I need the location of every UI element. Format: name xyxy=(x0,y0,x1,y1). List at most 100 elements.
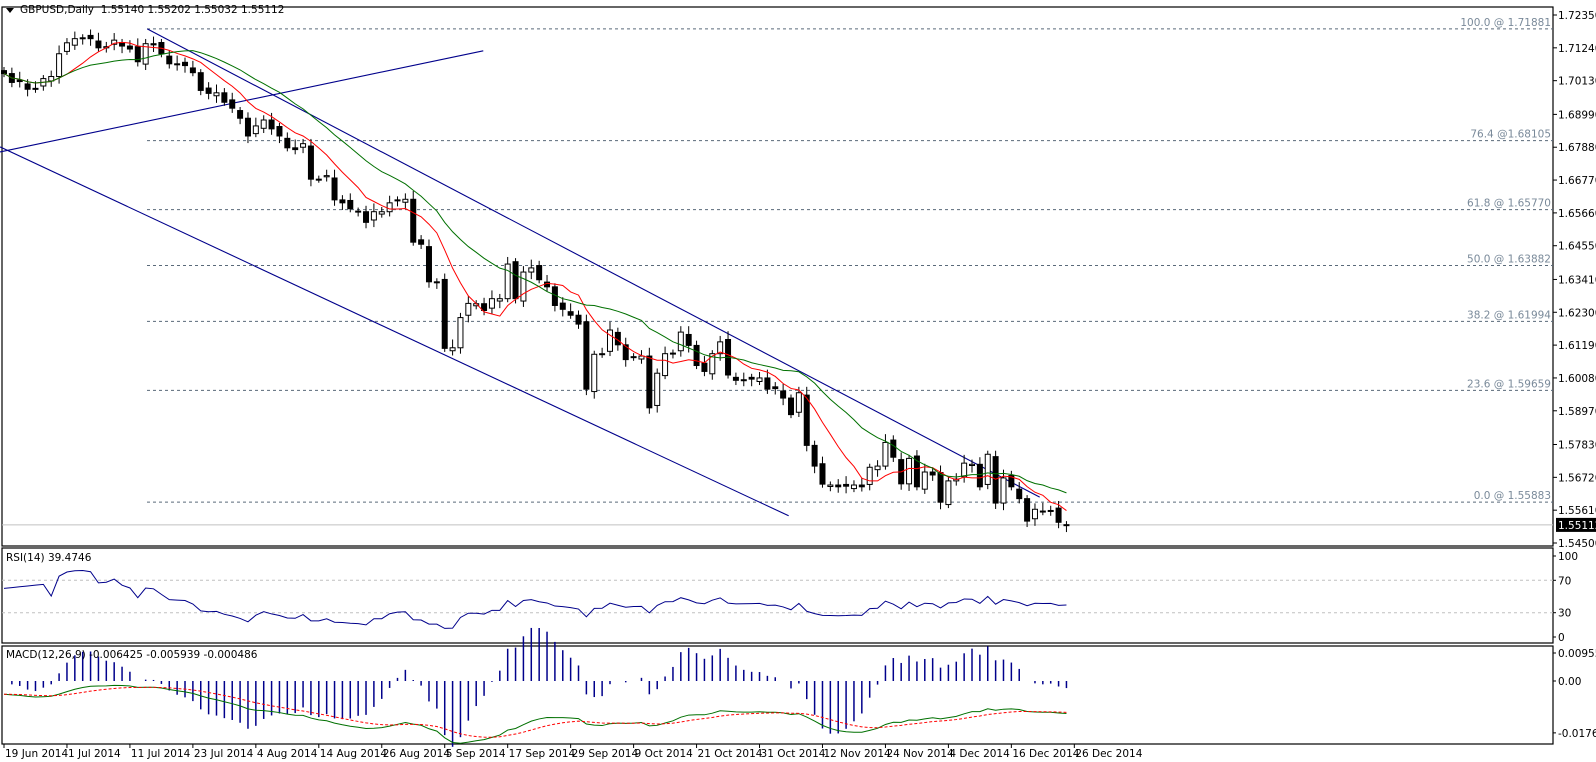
candle-body xyxy=(182,61,189,67)
price-tick-label: 1.62300 xyxy=(1558,307,1596,319)
date-tick-label: 21 Oct 2014 xyxy=(698,748,763,760)
trendline-channel-lower xyxy=(0,146,789,517)
price-tick-label: 1.66770 xyxy=(1558,175,1596,187)
date-tick-label: 5 Sep 2014 xyxy=(446,748,506,760)
ohlc-close: 1.55112 xyxy=(241,4,285,16)
candle-body xyxy=(969,463,976,467)
date-tick-label: 9 Oct 2014 xyxy=(635,748,694,760)
candle-body xyxy=(780,390,787,399)
price-tick-label: 1.60080 xyxy=(1558,373,1596,385)
price-tick-label: 1.56720 xyxy=(1558,472,1596,484)
candle-body xyxy=(567,311,574,316)
candle-body xyxy=(528,267,535,273)
date-tick-label: 19 Jun 2014 xyxy=(5,748,68,760)
candle-body xyxy=(496,298,503,302)
candle-body xyxy=(1000,477,1007,504)
candle-body xyxy=(654,372,661,406)
candle-body xyxy=(339,199,346,204)
current-price-label: 1.55112 xyxy=(1558,520,1596,532)
candle-body xyxy=(166,55,173,65)
symbol-label: GBPUSD,Daily xyxy=(20,4,95,16)
candle-body xyxy=(394,199,401,202)
fib-level-label: 76.4 @1.68105 xyxy=(1470,129,1551,141)
candle-body xyxy=(213,92,220,97)
candle-body xyxy=(1,70,7,75)
macd-pane xyxy=(1,645,1554,745)
date-tick-label: 12 Nov 2014 xyxy=(823,748,891,760)
candle-body xyxy=(307,145,314,180)
candle-body xyxy=(827,484,834,488)
candle-body xyxy=(441,278,448,349)
candle-body xyxy=(732,376,739,381)
candle-body xyxy=(197,72,204,91)
candle-body xyxy=(268,119,275,130)
candle-body xyxy=(709,353,716,375)
rsi-tick-label: 30 xyxy=(1558,608,1571,620)
candle-body xyxy=(764,377,771,390)
fib-level-label: 23.6 @ 1.59659 xyxy=(1467,378,1551,390)
candle-body xyxy=(87,34,94,40)
price-tick-label: 1.58970 xyxy=(1558,406,1596,418)
candle-body xyxy=(748,376,755,380)
candle-body xyxy=(126,45,133,50)
candle-body xyxy=(433,281,440,284)
candle-body xyxy=(984,453,991,485)
candle-body xyxy=(811,444,818,467)
ohlc-open: 1.55140 xyxy=(100,4,145,16)
date-tick-label: 11 Jul 2014 xyxy=(131,748,191,760)
candle-body xyxy=(174,63,181,66)
candle-body xyxy=(819,463,826,485)
candle-body xyxy=(788,397,794,416)
date-tick-label: 31 Oct 2014 xyxy=(761,748,826,760)
candle-body xyxy=(937,472,944,503)
candle-body xyxy=(536,265,543,281)
candle-body xyxy=(95,40,102,49)
candle-body xyxy=(425,246,432,283)
candle-body xyxy=(221,92,228,103)
candle-body xyxy=(677,331,684,352)
candle-body xyxy=(16,79,23,83)
ohlc-low: 1.55032 xyxy=(194,4,238,16)
candle-body xyxy=(260,119,267,129)
trendline-rising-line xyxy=(0,50,484,153)
candle-body xyxy=(386,202,393,213)
trendline-channel-upper xyxy=(146,28,1040,498)
price-tick-label: 1.72350 xyxy=(1558,10,1596,22)
price-tick-label: 1.67880 xyxy=(1558,142,1596,154)
date-tick-label: 23 Jul 2014 xyxy=(194,748,254,760)
candle-body xyxy=(63,42,70,52)
candle-body xyxy=(559,302,566,310)
fib-level-label: 100.0 @ 1.71881 xyxy=(1460,17,1551,29)
candle-body xyxy=(142,43,149,65)
candle-body xyxy=(449,347,456,352)
candle-body xyxy=(772,386,779,390)
candle-body xyxy=(882,441,889,467)
date-tick-label: 4 Dec 2014 xyxy=(949,748,1010,760)
candle-body xyxy=(378,211,385,215)
candle-body xyxy=(229,99,236,109)
fib-level-label: 0.0 @ 1.55883 xyxy=(1474,490,1551,502)
candle-body xyxy=(1055,507,1062,523)
candle-body xyxy=(591,353,598,393)
candle-body xyxy=(693,344,700,367)
date-tick-label: 4 Aug 2014 xyxy=(257,748,318,760)
candle-body xyxy=(315,178,322,181)
candle-body xyxy=(669,352,676,355)
candle-body xyxy=(646,355,653,409)
candle-body xyxy=(575,314,582,325)
candle-body xyxy=(134,46,141,63)
candle-body xyxy=(402,198,409,203)
candle-body xyxy=(481,303,488,312)
candle-body xyxy=(913,455,920,488)
price-tick-label: 1.61190 xyxy=(1558,340,1596,352)
price-tick-label: 1.55610 xyxy=(1558,505,1596,517)
fib-level-label: 38.2 @ 1.61994 xyxy=(1467,309,1551,321)
moving-average-slow xyxy=(3,50,1067,494)
candle-body xyxy=(583,321,590,390)
candle-body xyxy=(410,198,417,243)
dropdown-triangle-icon[interactable] xyxy=(6,7,14,13)
candle-body xyxy=(111,39,118,45)
candle-body xyxy=(843,483,850,487)
candle-body xyxy=(740,379,747,382)
